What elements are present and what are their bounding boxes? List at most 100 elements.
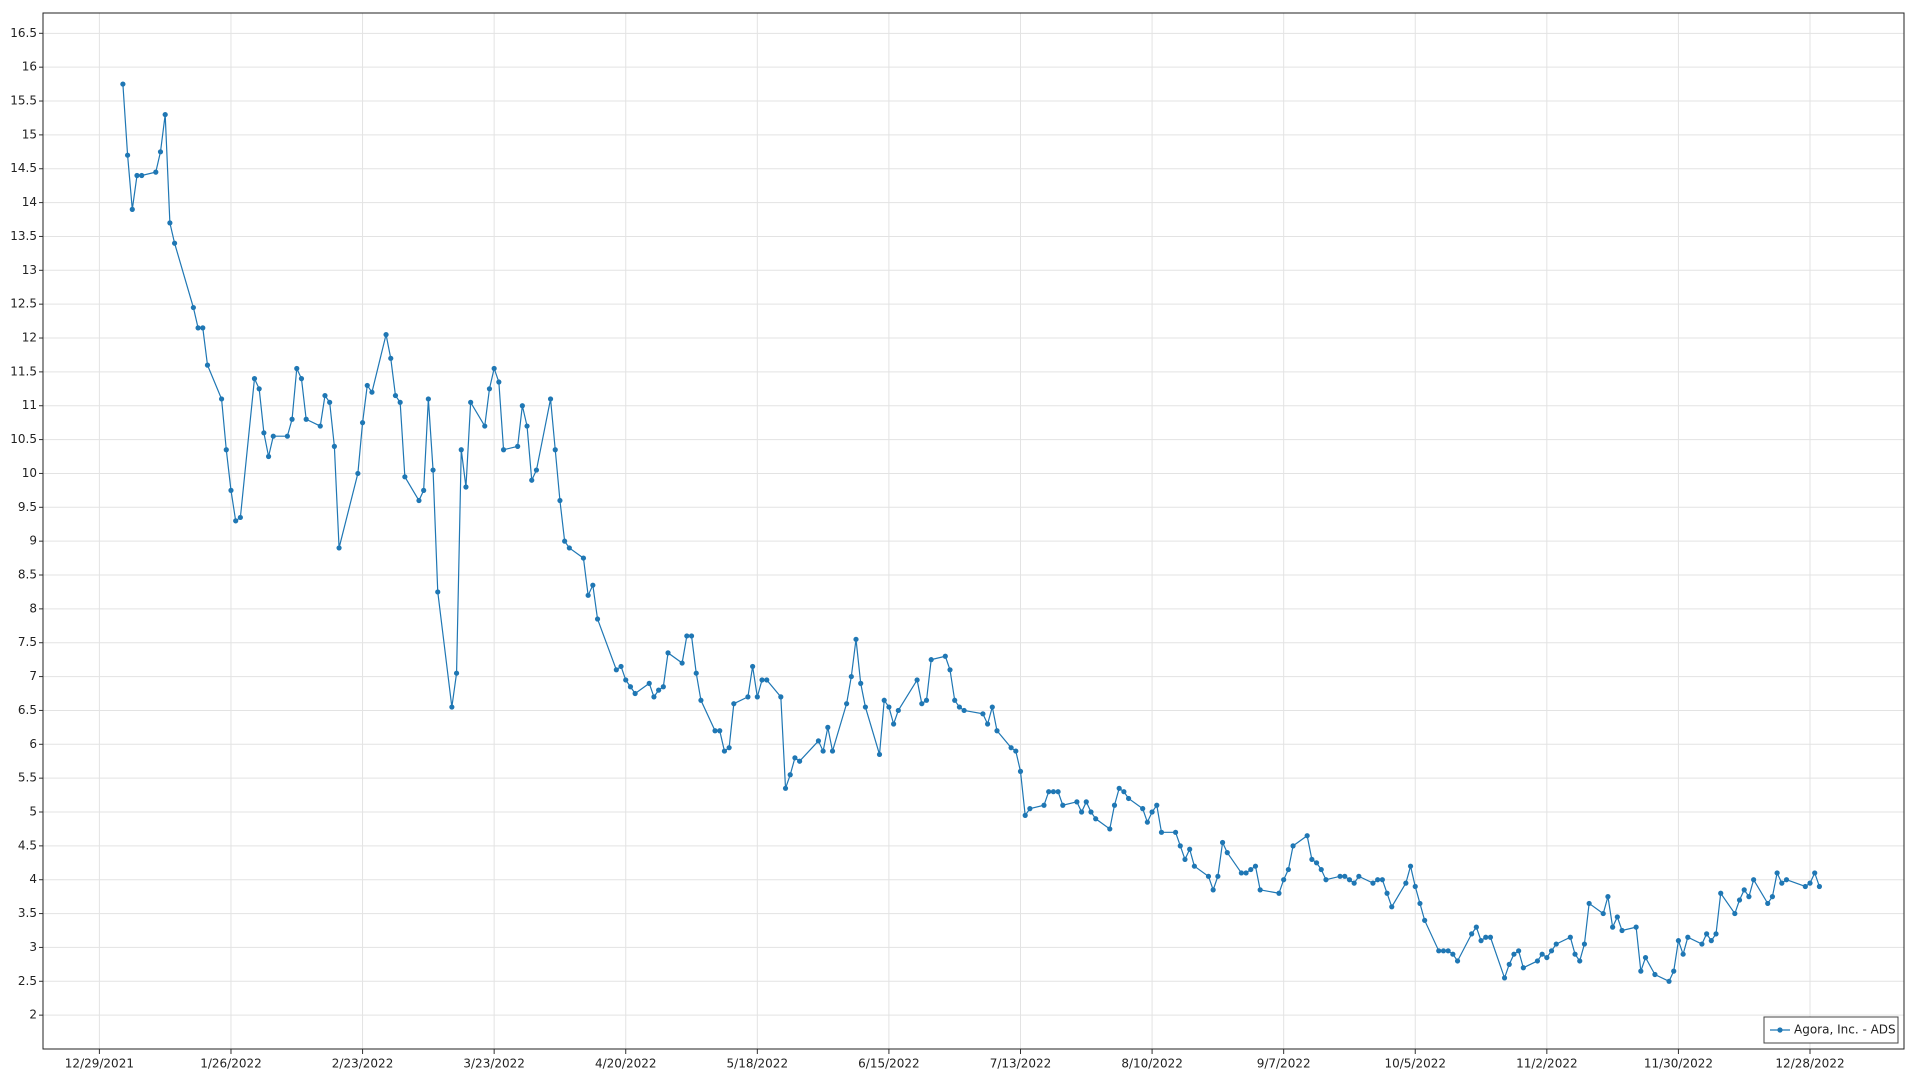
data-point [1140,806,1146,812]
data-point [1445,948,1451,954]
y-tick-label: 11.5 [10,364,37,378]
data-point [1572,951,1578,957]
data-point [491,365,497,372]
data-point [129,206,135,212]
data-point [500,447,507,453]
data-point [134,172,140,179]
data-point [1083,799,1089,805]
y-tick-label: 12.5 [10,297,37,311]
data-point [402,474,408,480]
data-point [942,653,948,659]
data-point [1487,934,1494,940]
y-tick-label: 5 [29,805,37,819]
data-point [482,423,488,429]
data-point [1769,894,1776,900]
data-point [1440,948,1447,954]
data-point [956,704,963,710]
data-point [1483,934,1489,940]
data-point [270,433,276,439]
data-point [496,379,502,385]
x-tick-label: 12/28/2022 [1775,1057,1844,1071]
data-point [1191,863,1197,869]
y-tick-label: 10.5 [10,432,37,446]
data-point [627,684,634,690]
data-point [1774,870,1780,876]
data-point [754,694,760,700]
data-point [1407,863,1414,869]
data-point [952,697,958,703]
x-tick-label: 12/29/2021 [65,1057,134,1071]
data-point [369,389,375,395]
data-point [580,555,587,561]
data-point [1125,795,1132,802]
legend-label: Agora, Inc. - ADS [1794,1023,1896,1037]
data-point [1107,826,1113,832]
data-point [463,484,469,490]
data-point [623,677,629,683]
data-point [1290,843,1296,849]
data-point [984,721,991,727]
y-tick-label: 7.5 [18,635,37,649]
data-point [1539,951,1545,957]
data-point [1610,924,1616,930]
y-tick-label: 16.5 [10,26,37,40]
data-point [1074,799,1080,805]
y-tick-label: 5.5 [18,771,37,785]
data-point [486,386,493,392]
data-point [815,738,822,744]
data-point [261,430,267,436]
data-point [876,751,883,758]
data-point [1370,880,1376,886]
data-point [1577,958,1583,964]
y-tick-label: 16 [22,60,37,74]
data-point [712,728,718,734]
data-point [453,670,460,676]
data-point [1309,856,1315,863]
data-point [891,721,897,727]
y-tick-label: 4.5 [18,838,37,852]
data-point [430,467,436,473]
data-point [1638,968,1644,974]
data-point [590,582,596,588]
data-point [153,169,159,175]
x-tick-label: 11/2/2022 [1516,1057,1578,1071]
data-point [1807,880,1813,886]
data-point [656,687,662,693]
data-point [1473,924,1479,930]
data-point [994,728,1000,734]
data-point [1732,910,1738,917]
data-point [1248,866,1254,873]
data-point [1746,894,1752,900]
data-point [1751,877,1757,883]
data-point [162,111,168,118]
data-point [1417,900,1423,907]
data-point [167,220,173,226]
data-point [468,399,474,405]
data-point [1553,941,1559,947]
data-point [364,382,370,389]
data-point [1318,866,1324,873]
data-point [1436,948,1442,954]
data-point [388,355,394,361]
data-point [792,755,798,761]
data-point [1017,768,1024,774]
y-tick-label: 13 [22,263,37,277]
plot-area [43,13,1904,1049]
y-tick-label: 2.5 [18,974,37,988]
data-point [721,748,728,754]
data-point [782,785,789,791]
x-tick-label: 8/10/2022 [1121,1057,1183,1071]
data-point [1252,863,1259,869]
data-point [594,616,601,622]
data-point [759,677,765,683]
data-point [1680,951,1686,957]
y-tick-label: 4 [29,872,37,886]
data-point [797,758,803,764]
y-tick-label: 6.5 [18,703,37,717]
data-point [961,707,967,714]
y-tick-label: 12 [22,331,37,345]
data-point [1506,961,1512,967]
data-point [515,443,521,449]
data-point [1177,843,1183,849]
data-point [1013,748,1019,754]
